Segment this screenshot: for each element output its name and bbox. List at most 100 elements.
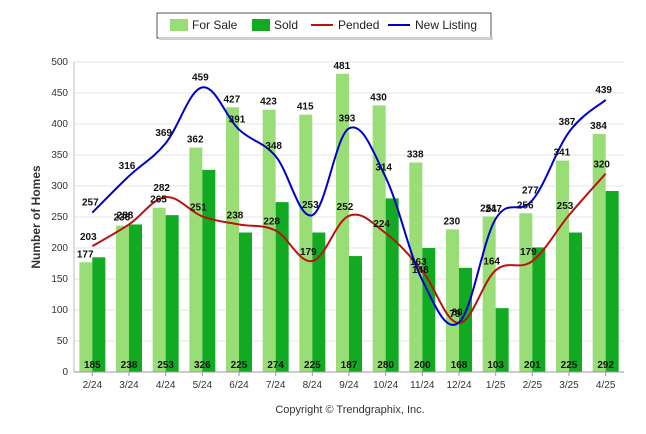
label-pended: 164 (483, 256, 500, 267)
label-pended: 79 (449, 309, 461, 320)
y-tick-label: 300 (51, 181, 68, 192)
x-tick-label: 3/24 (119, 380, 139, 391)
y-tick-label: 250 (51, 212, 68, 223)
bar-for-sale (519, 213, 533, 372)
legend-shadow (159, 37, 493, 40)
label-sold: 326 (194, 360, 211, 371)
label-sold: 103 (487, 360, 504, 371)
label-new-listing: 439 (595, 85, 612, 96)
bar-for-sale (482, 216, 496, 372)
label-pended: 253 (557, 201, 574, 212)
label-for-sale: 430 (370, 92, 387, 103)
bar-for-sale (446, 229, 459, 372)
label-for-sale: 230 (444, 216, 461, 227)
line-pended (91, 172, 607, 325)
x-tick-label: 5/24 (193, 380, 213, 391)
label-new-listing: 348 (265, 141, 282, 152)
label-new-listing: 148 (412, 265, 429, 276)
bar-for-sale (299, 114, 313, 372)
bar-for-sale (336, 73, 349, 372)
legend-swatch-for-sale (170, 19, 188, 31)
x-tick-label: 3/25 (559, 380, 579, 391)
x-tick-label: 8/24 (303, 380, 323, 391)
label-new-listing: 459 (192, 72, 209, 83)
label-pended: 320 (593, 160, 610, 171)
label-for-sale: 265 (150, 195, 167, 206)
label-sold: 238 (121, 360, 138, 371)
label-pended: 251 (190, 202, 207, 213)
label-sold: 200 (414, 360, 431, 371)
legend-label-new-listing: New Listing (415, 18, 477, 32)
y-axis-label: Number of Homes (29, 165, 43, 269)
label-for-sale: 427 (224, 94, 241, 105)
label-for-sale: 338 (407, 149, 424, 160)
y-tick-label: 50 (57, 336, 69, 347)
label-pended: 252 (337, 202, 354, 213)
bar-sold (202, 169, 216, 372)
legend: For Sale Sold Pended New Listing (156, 12, 493, 40)
legend-label-pended: Pended (338, 18, 379, 32)
label-new-listing: 257 (82, 198, 99, 209)
label-sold: 225 (231, 360, 248, 371)
label-pended: 238 (227, 210, 244, 221)
label-for-sale: 236 (114, 213, 131, 224)
y-tick-label: 100 (51, 305, 68, 316)
bar-for-sale (592, 133, 606, 372)
label-pended: 179 (520, 247, 537, 258)
bar-sold (239, 232, 252, 372)
x-tick-label: 4/24 (156, 380, 176, 391)
label-pended: 179 (300, 247, 317, 258)
bar-sold (165, 215, 179, 372)
label-for-sale: 251 (480, 203, 497, 214)
label-pended: 282 (153, 183, 170, 194)
bar-for-sale (79, 262, 93, 372)
label-sold: 274 (267, 360, 284, 371)
label-sold: 168 (451, 360, 468, 371)
bar-sold (312, 232, 326, 372)
copyright-footer: Copyright © Trendgraphix, Inc. (275, 404, 424, 416)
bar-for-sale (116, 225, 129, 372)
label-for-sale: 177 (77, 249, 94, 260)
label-new-listing: 387 (559, 117, 576, 128)
label-sold: 225 (561, 360, 578, 371)
x-tick-label: 11/24 (410, 380, 435, 391)
label-for-sale: 481 (334, 61, 351, 72)
label-sold: 185 (84, 360, 101, 371)
y-tick-label: 450 (51, 88, 68, 99)
y-tick-label: 350 (51, 150, 68, 161)
lines (91, 86, 607, 326)
x-tick-label: 2/25 (523, 380, 543, 391)
y-tick-label: 200 (51, 243, 68, 254)
bar-sold (569, 232, 582, 372)
bar-for-sale (372, 105, 386, 373)
x-tick-label: 6/24 (229, 380, 249, 391)
label-for-sale: 423 (260, 97, 277, 108)
label-sold: 253 (157, 360, 174, 371)
label-for-sale: 341 (554, 148, 571, 159)
legend-label-sold: Sold (274, 18, 298, 32)
label-sold: 280 (377, 360, 394, 371)
label-pended: 203 (80, 232, 97, 243)
label-for-sale: 256 (517, 200, 534, 211)
x-tick-label: 12/24 (446, 380, 471, 391)
label-pended: 224 (373, 219, 390, 230)
bar-for-sale (226, 107, 239, 372)
label-pended: 288 (117, 210, 134, 221)
bar-sold (495, 308, 509, 372)
bars (79, 73, 619, 373)
x-tick-label: 10/24 (373, 380, 398, 391)
x-tick-label: 9/24 (339, 380, 359, 391)
label-new-listing: 391 (229, 115, 246, 126)
bar-for-sale (262, 109, 276, 373)
label-new-listing: 247 (485, 204, 502, 215)
data-labels: 177 185 203 257 236 238 288 316 265 253 282 369 362 3… (77, 61, 615, 371)
label-new-listing: 316 (119, 161, 136, 172)
bar-sold (605, 190, 619, 372)
label-new-listing: 253 (302, 200, 319, 211)
label-sold: 225 (304, 360, 321, 371)
bar-sold (92, 257, 106, 372)
x-tick-label: 7/24 (266, 380, 286, 391)
label-for-sale: 415 (297, 102, 314, 113)
